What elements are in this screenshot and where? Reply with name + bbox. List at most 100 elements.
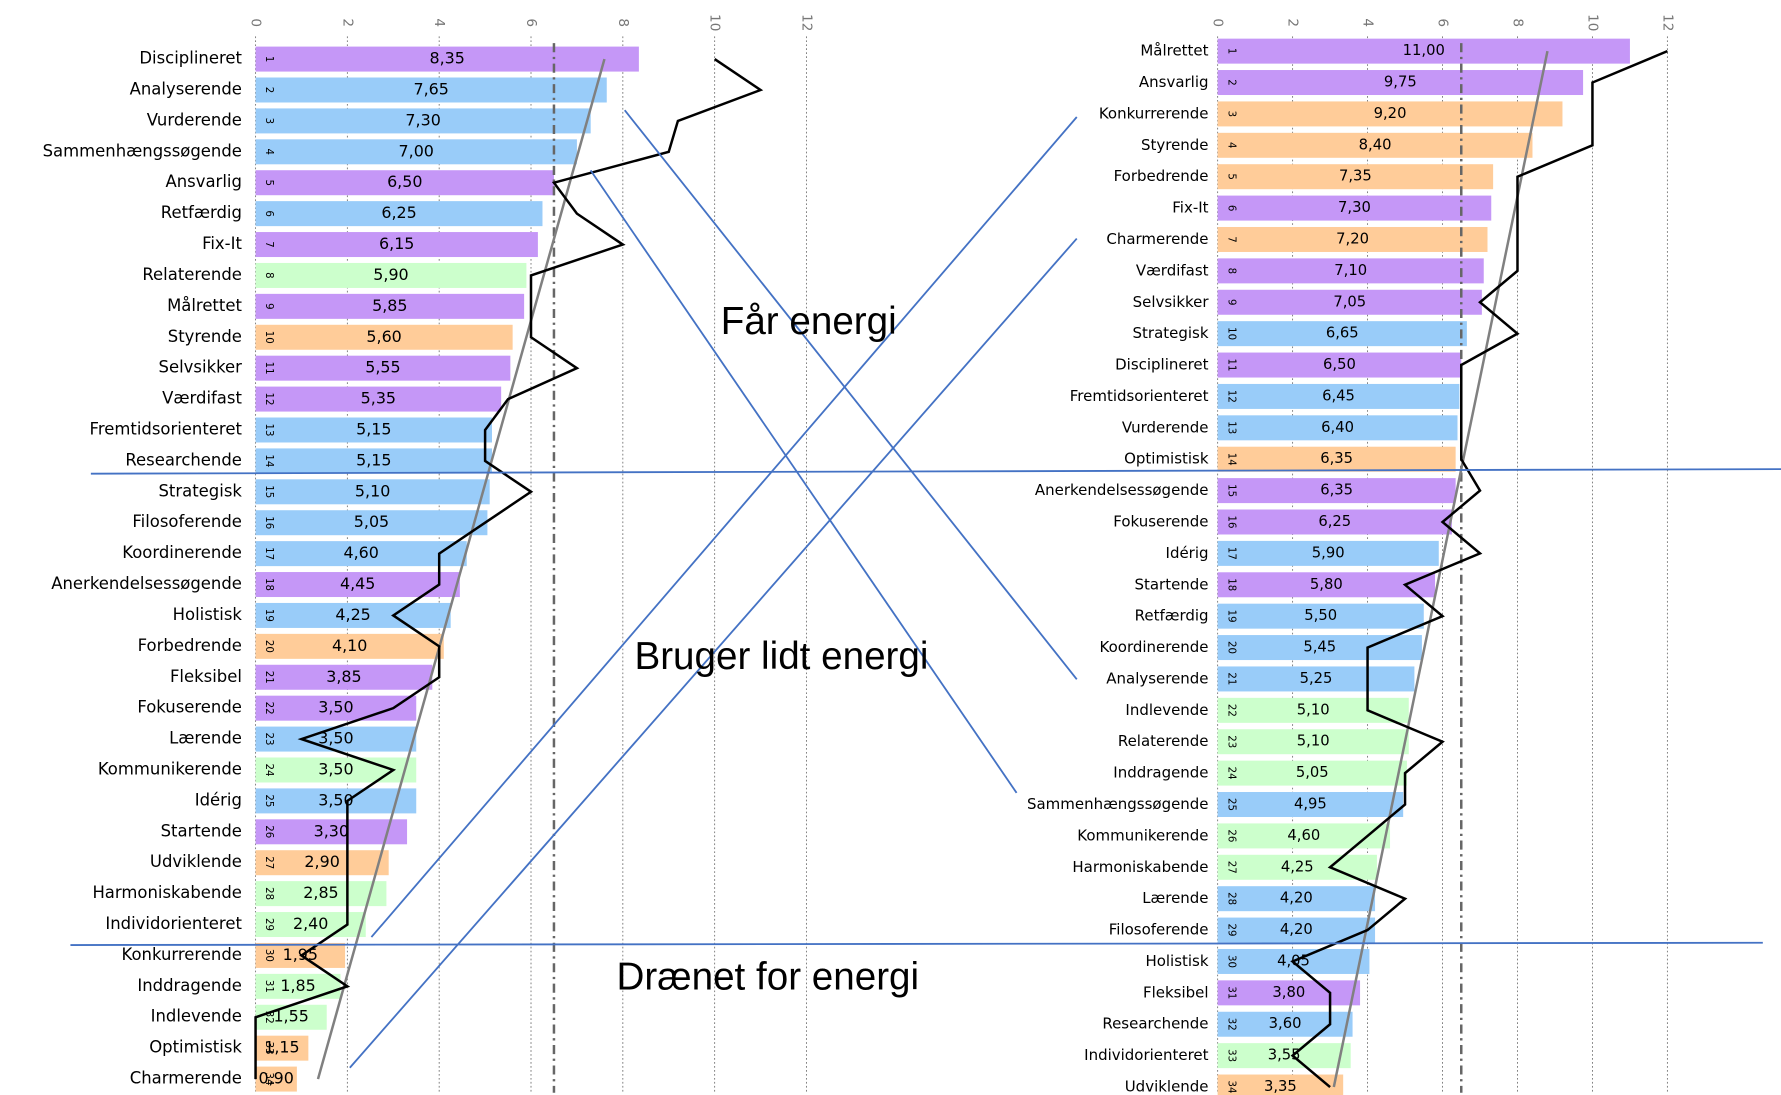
rank-label: 32 [263, 1011, 274, 1024]
category-label: Koordinerende [1100, 638, 1209, 656]
value-label: 11,00 [1403, 42, 1445, 59]
rank-label: 6 [263, 210, 274, 217]
value-label: 8,40 [1359, 136, 1392, 153]
category-label: Filosoferende [1109, 921, 1209, 939]
category-label: Fleksibel [170, 667, 242, 686]
bar [255, 355, 511, 381]
x-tick-label: 12 [1659, 14, 1675, 31]
bar [255, 262, 527, 288]
category-label: Selvsikker [159, 358, 243, 377]
bar [1217, 980, 1361, 1006]
bar [1217, 226, 1488, 252]
value-label: 4,60 [343, 543, 378, 562]
category-label: Analyserende [1106, 669, 1208, 687]
category-label: Forbedrende [1114, 167, 1209, 185]
rank-label: 22 [1225, 704, 1236, 717]
value-label: 7,05 [1333, 293, 1366, 310]
value-label: 5,60 [366, 327, 401, 346]
category-label: Målrettet [167, 296, 242, 315]
rank-label: 8 [1225, 268, 1236, 275]
x-tick-label: 2 [1285, 18, 1301, 27]
value-label: 6,65 [1326, 325, 1359, 342]
rank-label: 27 [263, 856, 274, 869]
category-label: Konkurrerende [1099, 104, 1209, 122]
profile-line [254, 58, 764, 1080]
divider [90, 468, 1781, 475]
value-label: 9,75 [1384, 74, 1417, 91]
category-label: Harmoniskabende [92, 883, 241, 902]
rank-label: 15 [1225, 484, 1236, 497]
bar [1217, 540, 1439, 566]
rank-label: 16 [263, 516, 274, 529]
category-label: Ansvarlig [165, 172, 241, 191]
rank-label: 14 [1225, 453, 1236, 466]
value-label: 3,60 [1269, 1015, 1302, 1032]
value-label: 1,15 [264, 1038, 299, 1057]
category-label: Individorienteret [105, 914, 242, 933]
category-label: Vurderende [147, 110, 242, 129]
bar [1217, 70, 1584, 96]
value-label: 2,90 [304, 852, 339, 871]
rank-label: 3 [1225, 111, 1236, 118]
category-label: Relaterende [142, 265, 242, 284]
category-label: Disciplineret [1115, 356, 1209, 374]
rank-label: 31 [1225, 986, 1236, 999]
category-label: Selvsikker [1133, 293, 1210, 311]
value-label: 6,35 [1320, 450, 1353, 467]
value-label: 7,65 [413, 79, 448, 98]
rank-label: 28 [263, 887, 274, 900]
category-label: Sammenhængssøgende [43, 141, 242, 160]
value-label: 6,40 [1321, 419, 1354, 436]
bar [255, 788, 417, 814]
category-label: Lærende [169, 729, 242, 748]
value-label: 5,15 [356, 419, 391, 438]
category-label: Retfærdig [1135, 607, 1209, 625]
rank-label: 13 [263, 423, 274, 436]
value-label: 5,85 [372, 296, 407, 315]
value-label: 8,35 [430, 49, 465, 68]
rank-label: 21 [263, 671, 274, 684]
value-label: 1,85 [280, 976, 315, 995]
value-label: 1,55 [273, 1007, 308, 1026]
value-label: 4,25 [335, 605, 370, 624]
x-tick-label: 8 [615, 18, 631, 27]
rank-label: 34 [1225, 1081, 1236, 1094]
value-label: 5,05 [354, 512, 389, 531]
category-label: Målrettet [1140, 42, 1208, 60]
category-label: Udviklende [150, 852, 242, 871]
bar [1217, 1074, 1344, 1095]
rank-label: 29 [1225, 924, 1236, 937]
bar [1217, 352, 1462, 378]
rank-label: 8 [263, 272, 274, 279]
bar [1217, 289, 1482, 315]
x-tick-label: 10 [707, 14, 723, 31]
category-label: Fleksibel [1143, 983, 1209, 1001]
value-label: 3,50 [318, 729, 353, 748]
bar [1217, 729, 1409, 755]
bar [1217, 509, 1452, 535]
rank-label: 33 [263, 1042, 274, 1055]
rank-label: 11 [263, 362, 274, 375]
bar [1217, 823, 1391, 849]
value-label: 3,35 [1264, 1078, 1297, 1095]
bar [255, 139, 577, 165]
value-label: 5,10 [1297, 733, 1330, 750]
bar [1217, 603, 1424, 629]
value-label: 6,35 [1320, 482, 1353, 499]
category-label: Ansvarlig [1139, 73, 1209, 91]
value-label: 6,50 [387, 172, 422, 191]
annotation: Får energi [721, 300, 897, 343]
rank-label: 17 [1225, 547, 1236, 560]
rank-label: 27 [1225, 861, 1236, 874]
value-label: 9,20 [1374, 105, 1407, 122]
category-label: Analyserende [130, 79, 242, 98]
rank-label: 14 [263, 454, 274, 467]
rank-label: 5 [263, 179, 274, 186]
category-label: Charmerende [1106, 230, 1208, 248]
bar [1217, 195, 1492, 221]
category-label: Koordinerende [122, 543, 242, 562]
bar [255, 448, 492, 474]
bar [1217, 886, 1376, 912]
